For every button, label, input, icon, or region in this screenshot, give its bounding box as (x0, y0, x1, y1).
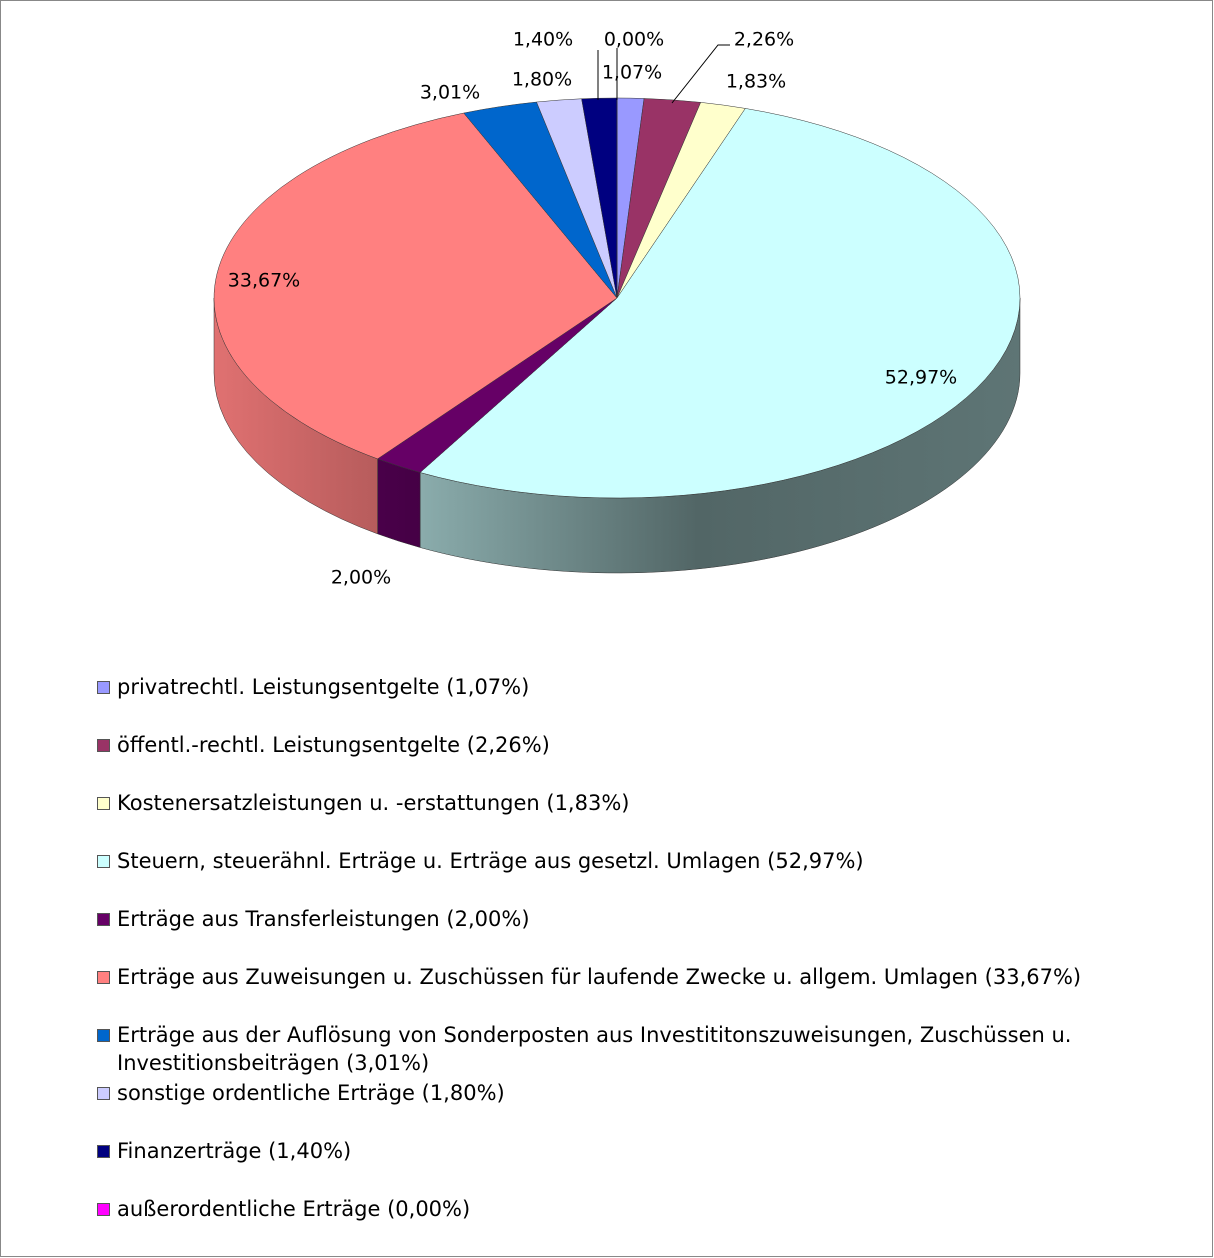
data-label: 1,83% (726, 71, 786, 93)
legend-entry: öffentl.-rechtl. Leistungsentgelte (2,26… (97, 731, 1147, 759)
legend-swatch (97, 1203, 110, 1216)
legend-entry: privatrechtl. Leistungsentgelte (1,07%) (97, 673, 1147, 701)
legend-swatch (97, 1145, 110, 1158)
slice (213, 112, 618, 460)
legend-swatch (97, 739, 110, 752)
data-label: 1,07% (602, 62, 662, 84)
leader-line (671, 44, 730, 104)
slice (419, 108, 1021, 499)
legend-label: außerordentliche Erträge (0,00%) (117, 1197, 471, 1221)
legend-label: Steuern, steuerähnl. Erträge u. Erträge … (117, 849, 864, 873)
legend-label: privatrechtl. Leistungsentgelte (1,07%) (117, 675, 530, 699)
legend-label: Erträge aus Zuweisungen u. Zuschüssen fü… (117, 965, 1082, 989)
legend-swatch (97, 855, 110, 868)
data-label: 2,26% (734, 29, 794, 51)
legend-entry: Kostenersatzleistungen u. -erstattungen … (97, 789, 1147, 817)
legend-swatch (97, 681, 110, 694)
legend-entry: Steuern, steuerähnl. Erträge u. Erträge … (97, 847, 1147, 875)
data-label: 52,97% (885, 367, 957, 389)
legend-swatch (97, 971, 110, 984)
legend-label: Erträge aus Transferleistungen (2,00%) (117, 907, 530, 931)
legend-swatch (97, 797, 110, 810)
data-label: 1,80% (512, 69, 572, 91)
data-label: 3,01% (420, 82, 480, 104)
legend-entry: Erträge aus der Auflösung von Sonderpost… (97, 1021, 1147, 1077)
legend-label: Finanzerträge (1,40%) (117, 1139, 352, 1163)
legend-label: Erträge aus der Auflösung von Sonderpost… (117, 1023, 1072, 1075)
legend-swatch (97, 913, 110, 926)
slice-side (377, 458, 421, 548)
legend-entry: sonstige ordentliche Erträge (1,80%) (97, 1079, 1147, 1107)
legend-entry: Erträge aus Transferleistungen (2,00%) (97, 905, 1147, 933)
legend-entry: Erträge aus Zuweisungen u. Zuschüssen fü… (97, 963, 1147, 991)
legend-entry: Finanzerträge (1,40%) (97, 1137, 1147, 1165)
data-label: 33,67% (228, 270, 300, 292)
data-label: 2,00% (331, 567, 391, 589)
legend-label: Kostenersatzleistungen u. -erstattungen … (117, 791, 630, 815)
legend-label: öffentl.-rechtl. Leistungsentgelte (2,26… (117, 733, 550, 757)
legend-swatch (97, 1029, 110, 1042)
legend-swatch (97, 1087, 110, 1100)
legend-label: sonstige ordentliche Erträge (1,80%) (117, 1081, 505, 1105)
data-label: 1,40% (513, 29, 573, 51)
data-label: 0,00% (604, 29, 664, 51)
legend-entry: außerordentliche Erträge (0,00%) (97, 1195, 1147, 1223)
